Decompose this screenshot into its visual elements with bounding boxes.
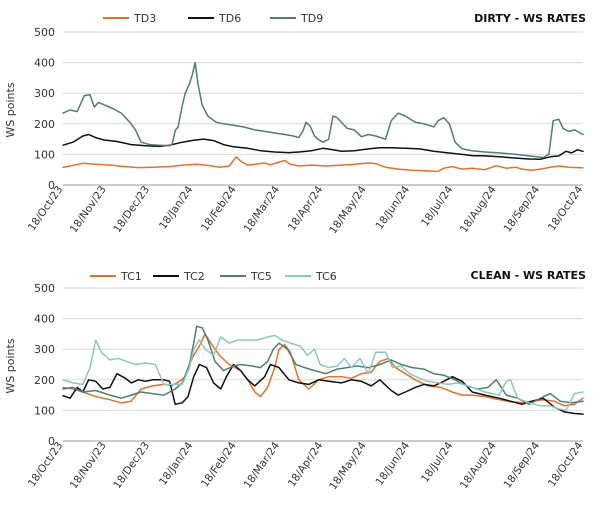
y-tick-label: 400 — [34, 57, 55, 70]
x-tick-label: 18/Oct/24 — [546, 440, 586, 490]
x-tick-label: 18/Dec/23 — [111, 184, 152, 235]
x-tick-label: 18/Jun/24 — [373, 184, 412, 232]
series-line-td9 — [62, 61, 584, 159]
y-tick-label: 0 — [48, 435, 55, 448]
chart-title: DIRTY - WS RATES — [474, 12, 586, 25]
x-tick-label: 18/Aug/24 — [458, 440, 499, 492]
legend-label-tc1: TC1 — [120, 270, 142, 283]
legend-label-td9: TD9 — [300, 12, 323, 25]
x-tick-label: 18/Jun/24 — [373, 440, 412, 488]
x-tick-label: 18/Sep/24 — [502, 440, 543, 491]
x-tick-label: 18/Aug/24 — [458, 184, 499, 236]
x-tick-label: 18/Feb/24 — [199, 440, 239, 490]
x-tick-label: 18/May/24 — [327, 440, 369, 493]
x-tick-label: 18/Jan/24 — [157, 440, 196, 488]
legend-label-tc6: TC6 — [315, 270, 337, 283]
y-tick-label: 300 — [34, 87, 55, 100]
y-tick-label: 100 — [34, 404, 55, 417]
x-tick-label: 18/Oct/23 — [26, 184, 66, 233]
y-axis-label: WS points — [4, 338, 17, 393]
x-tick-label: 18/Dec/23 — [111, 440, 152, 491]
series-line-tc5 — [62, 325, 584, 406]
x-tick-label: 18/Oct/24 — [546, 184, 586, 234]
legend-label-td3: TD3 — [133, 12, 156, 25]
x-tick-label: 18/Feb/24 — [199, 184, 239, 234]
y-tick-label: 200 — [34, 118, 55, 131]
y-tick-label: 200 — [34, 374, 55, 387]
dirty-ws-rates-chart: DIRTY - WS RATES WS points TD3 TD6 TD9 0 10… — [4, 12, 586, 236]
x-tick-label: 18/Jul/24 — [419, 184, 456, 229]
y-tick-label: 0 — [48, 179, 55, 192]
legend-label-td6: TD6 — [218, 12, 241, 25]
x-tick-label: 18/Nov/23 — [68, 440, 109, 491]
y-axis-label: WS points — [4, 82, 17, 137]
x-tick-label: 18/May/24 — [327, 184, 369, 237]
chart-title: CLEAN - WS RATES — [471, 269, 587, 282]
series-line-tc6 — [62, 334, 584, 412]
x-tick-label: 18/Apr/24 — [286, 184, 326, 234]
x-tick-label: 18/Nov/23 — [68, 184, 109, 235]
y-tick-label: 400 — [34, 313, 55, 326]
y-tick-label: 500 — [34, 26, 55, 39]
legend-label-tc5: TC5 — [250, 270, 272, 283]
x-tick-label: 18/Jul/24 — [419, 440, 456, 485]
x-tick-label: 18/Mar/24 — [242, 184, 283, 235]
y-tick-label: 100 — [34, 148, 55, 161]
y-tick-label: 300 — [34, 343, 55, 356]
series-line-td6 — [62, 133, 584, 161]
x-tick-label: 18/Jan/24 — [157, 184, 196, 232]
series-line-tc2 — [62, 363, 584, 415]
clean-ws-rates-chart: CLEAN - WS RATES WS points TC1 TC2 TC5 TC6 … — [4, 269, 586, 492]
series-line-td3 — [62, 156, 584, 173]
x-tick-label: 18/Mar/24 — [242, 440, 283, 491]
x-tick-label: 18/Sep/24 — [502, 184, 543, 235]
x-tick-label: 18/Apr/24 — [286, 440, 326, 490]
series-line-tc1 — [62, 333, 584, 407]
legend-label-tc2: TC2 — [183, 270, 205, 283]
y-tick-label: 500 — [34, 282, 55, 295]
x-tick-label: 18/Oct/23 — [26, 440, 66, 489]
